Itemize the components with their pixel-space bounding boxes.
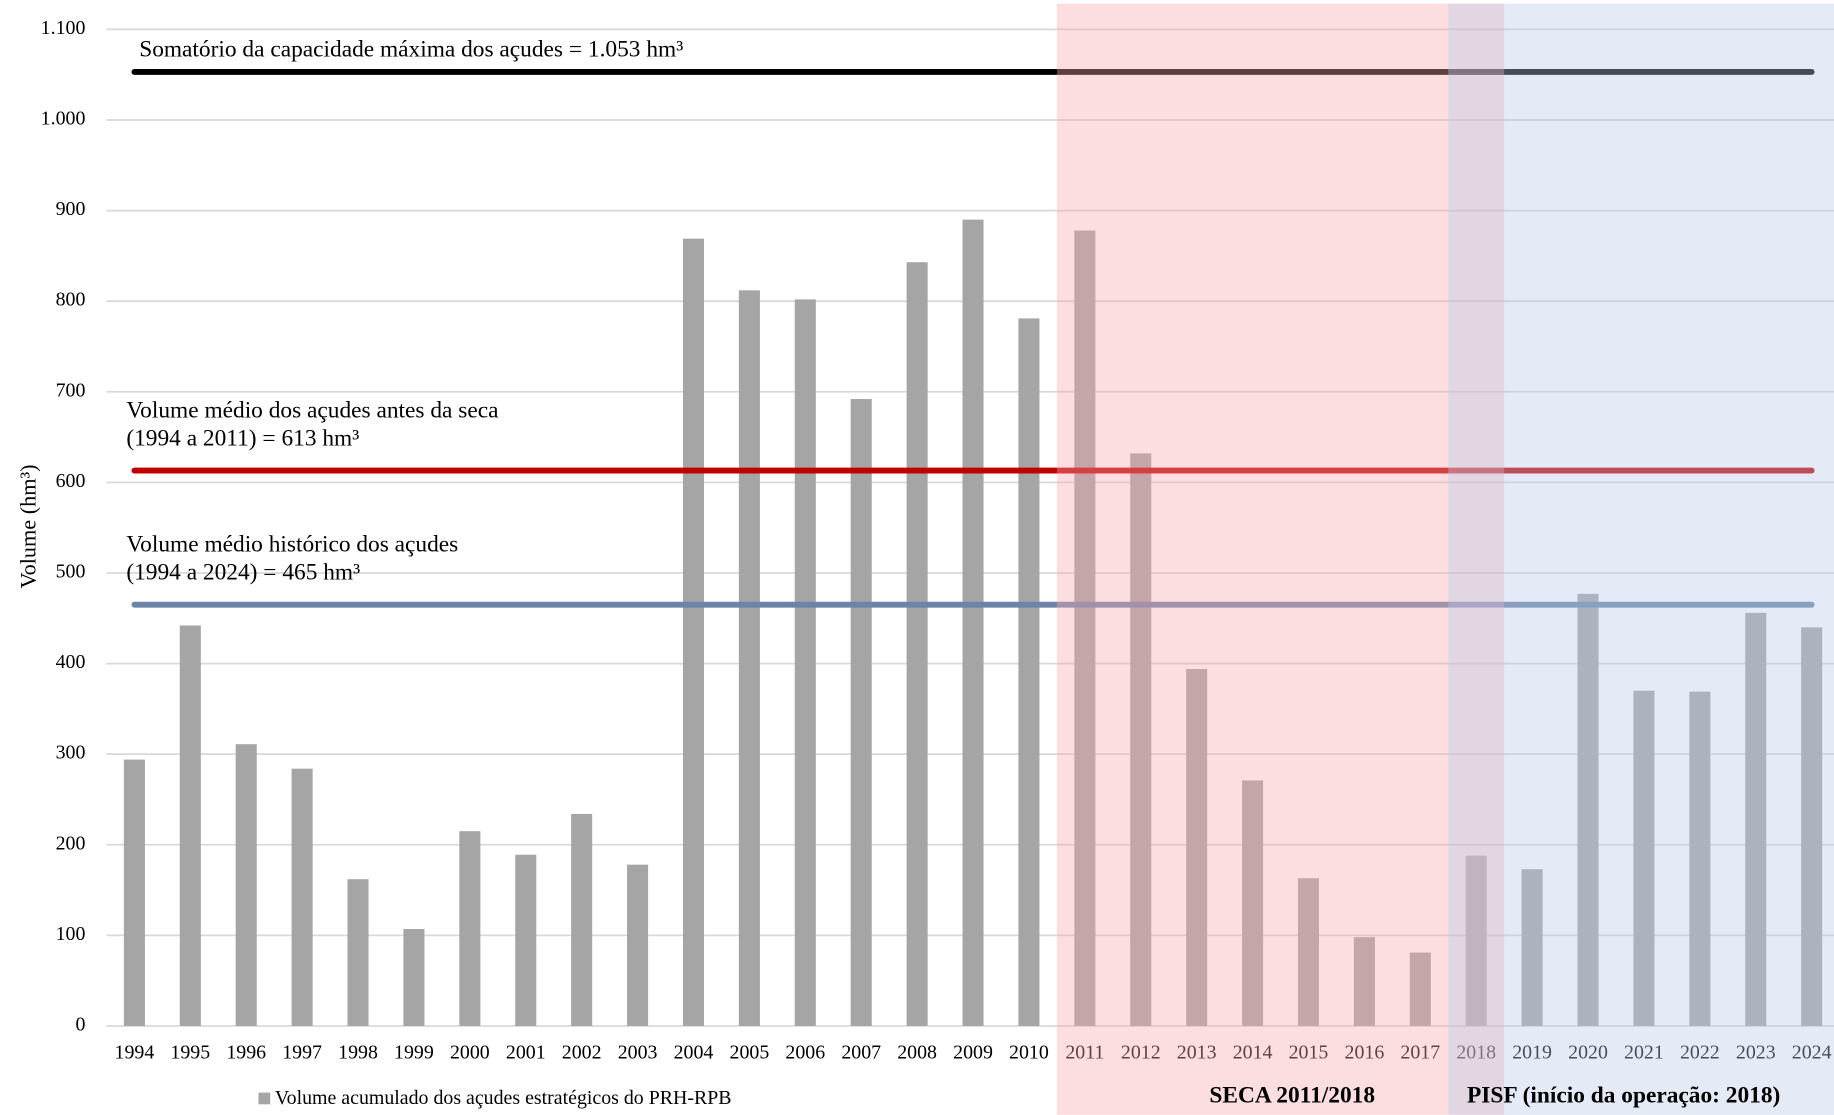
x-tick-label: 2009: [953, 1042, 993, 1064]
y-tick-label: 900: [56, 198, 86, 220]
y-tick-label: 500: [56, 561, 86, 583]
bar: [347, 879, 369, 1026]
x-tick-label: 2014: [1233, 1042, 1273, 1064]
shaded-region: [1448, 3, 1834, 1115]
x-tick-label: 2006: [785, 1042, 825, 1064]
bar: [1018, 318, 1040, 1026]
y-tick-label: 600: [56, 470, 86, 492]
bar: [1577, 593, 1599, 1026]
bar: [1297, 878, 1320, 1026]
bar: [1633, 690, 1655, 1026]
x-tick-label: 2019: [1512, 1042, 1552, 1064]
x-tick-label: 2020: [1568, 1042, 1608, 1064]
bar: [738, 290, 760, 1026]
y-tick-label: 400: [56, 651, 86, 673]
x-tick-label: 2007: [841, 1042, 881, 1064]
bar: [850, 399, 872, 1026]
region-label: PISF (início da operação: 2018): [1467, 1083, 1780, 1109]
y-tick-label: 1.100: [41, 17, 86, 39]
bar: [627, 864, 649, 1026]
x-tick-label: 2021: [1624, 1042, 1664, 1064]
bar: [179, 625, 201, 1026]
bar: [571, 813, 593, 1026]
x-tick-label: 2003: [618, 1042, 658, 1064]
x-tick-label: 2013: [1177, 1042, 1217, 1064]
x-tick-label: 2002: [562, 1042, 602, 1064]
x-tick-label: 1996: [226, 1042, 266, 1064]
bar: [403, 929, 425, 1026]
y-tick-label: 100: [56, 923, 86, 945]
x-tick-label: 1995: [170, 1042, 210, 1064]
bar: [1745, 612, 1767, 1026]
x-tick-label: 2017: [1400, 1042, 1440, 1064]
bar: [291, 768, 313, 1026]
bar: [1353, 937, 1375, 1026]
legend-label: Volume acumulado dos açudes estratégicos…: [275, 1087, 732, 1109]
bar: [1074, 230, 1096, 1026]
bar: [682, 238, 705, 1026]
x-tick-label: 2018: [1456, 1042, 1496, 1064]
bar: [962, 219, 984, 1026]
x-tick-label: 2010: [1009, 1042, 1049, 1064]
shaded-region: [1056, 3, 1505, 1115]
y-tick-label: 700: [56, 379, 86, 401]
bar: [906, 262, 928, 1026]
reference-label: Volume médio histórico dos açudes: [126, 532, 458, 558]
reference-label: (1994 a 2024) = 465 hm³: [126, 560, 360, 586]
bar: [123, 759, 145, 1026]
x-tick-label: 2024: [1792, 1042, 1832, 1064]
bar: [459, 831, 481, 1026]
x-tick-label: 2005: [730, 1042, 770, 1064]
reference-label: (1994 a 2011) = 613 hm³: [126, 426, 359, 452]
region-label: SECA 2011/2018: [1209, 1083, 1375, 1109]
x-tick-label: 2011: [1065, 1042, 1104, 1064]
x-tick-label: 1997: [282, 1042, 322, 1064]
y-tick-label: 800: [56, 289, 86, 311]
x-tick-label: 2022: [1680, 1042, 1720, 1064]
y-tick-label: 1.000: [41, 108, 86, 130]
bar: [1689, 691, 1711, 1026]
bar: [1801, 627, 1823, 1026]
x-tick-label: 2015: [1289, 1042, 1329, 1064]
x-tick-label: 2023: [1736, 1042, 1776, 1064]
y-tick-label: 0: [75, 1014, 85, 1036]
bar: [1521, 869, 1543, 1026]
reference-label: Volume médio dos açudes antes da seca: [126, 397, 499, 423]
legend-swatch: [258, 1092, 271, 1105]
bar: [1186, 669, 1208, 1026]
y-axis-title: Volume (hm³): [16, 464, 41, 588]
bar: [1409, 952, 1431, 1026]
x-tick-label: 2004: [674, 1042, 714, 1064]
y-tick-label: 200: [56, 832, 86, 854]
x-tick-label: 1994: [115, 1042, 155, 1064]
bar: [794, 299, 816, 1026]
x-tick-label: 1999: [394, 1042, 434, 1064]
x-tick-label: 2012: [1121, 1042, 1161, 1064]
x-tick-label: 1998: [338, 1042, 378, 1064]
bar: [1130, 453, 1152, 1026]
bar: [515, 854, 537, 1026]
bar: [235, 744, 257, 1026]
y-tick-label: 300: [56, 742, 86, 764]
bar: [1465, 855, 1487, 1026]
x-tick-label: 2000: [450, 1042, 490, 1064]
x-tick-label: 2016: [1345, 1042, 1385, 1064]
x-tick-label: 2008: [897, 1042, 937, 1064]
bar: [1242, 780, 1264, 1026]
x-tick-label: 2001: [506, 1042, 546, 1064]
reference-label: Somatório da capacidade máxima dos açude…: [139, 36, 683, 62]
